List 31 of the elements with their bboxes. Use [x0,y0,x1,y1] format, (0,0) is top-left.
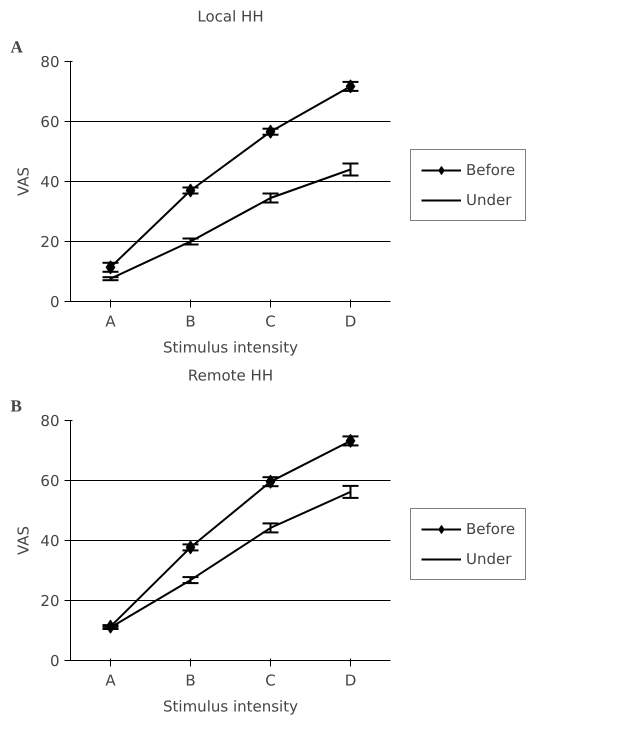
chart-title: Local HH [197,8,264,26]
x-tick-label: B [185,672,196,690]
y-tick-label: 40 [40,173,60,191]
text: A [10,38,24,56]
y-axis-title: VAS [14,166,32,196]
x-tick-label: C [265,672,276,690]
x-tick-label: A [105,672,116,690]
x-tick-label: A [105,312,116,330]
y-tick-label: 40 [40,532,60,550]
y-tick-label: 80 [40,53,60,71]
chart-title: Remote HH [188,366,274,384]
y-tick-label: 20 [40,233,60,251]
x-tick-label: B [185,312,196,330]
y-tick-label: 20 [40,592,60,610]
y-tick-label: 80 [40,412,60,430]
x-tick-label: C [265,312,276,330]
y-tick-label: 0 [50,293,60,311]
x-tick-label: D [344,312,356,330]
legend-label: Under [466,191,512,209]
x-tick-label: D [344,672,356,690]
y-tick-label: 60 [40,113,60,131]
point [186,184,196,198]
y-tick-label: 60 [40,472,60,490]
y-tick-label: 0 [50,652,60,670]
legend-label: Before [466,161,516,179]
legend-label: Before [466,520,516,538]
x-axis-title: Stimulus intensity [163,698,298,716]
text: B [10,396,22,416]
y-axis-title: VAS [14,526,32,556]
x-axis-title: Stimulus intensity [163,338,298,356]
legend-label: Under [466,550,512,568]
